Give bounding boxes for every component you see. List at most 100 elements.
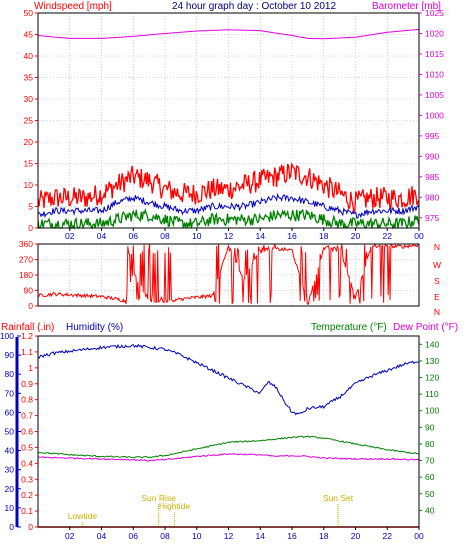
humidity-axis-title: Humidity (%) (66, 322, 123, 333)
rainfall-tick-label: 1 (28, 363, 33, 373)
barometer-tick-label: 1010 (425, 69, 444, 79)
direction-degree-tick-label: 270 (19, 255, 33, 265)
rainfall-tick-label: 0.3 (21, 474, 33, 484)
hour-tick-label: 08 (160, 531, 170, 541)
humidity-tick-label: 100 (0, 331, 14, 341)
barometer-tick-label: 1025 (425, 8, 444, 18)
barometer-line (37, 28, 420, 40)
hour-tick-label: 14 (256, 531, 266, 541)
compass-label: W (433, 260, 441, 270)
barometer-tick-label: 1020 (425, 28, 444, 38)
barometer-tick-label: 975 (425, 213, 439, 223)
direction-degree-tick-label: 180 (19, 270, 33, 280)
hour-tick-label: 06 (129, 531, 139, 541)
rainfall-tick-label: 1.2 (21, 331, 33, 341)
hour-tick-label: 14 (256, 231, 266, 241)
temperature-tick-label: 120 (425, 373, 439, 383)
hour-tick-label: 00 (414, 531, 424, 541)
rainfall-tick-label: 0.5 (21, 442, 33, 452)
barometer-tick-label: 1005 (425, 90, 444, 100)
temperature-tick-label: 60 (425, 472, 435, 482)
rainfall-tick-label: 0.2 (21, 490, 33, 500)
dewpoint-line (38, 453, 420, 462)
compass-label: N (434, 307, 440, 317)
rainfall-tick-label: 0.9 (21, 379, 33, 389)
hour-tick-label: 12 (224, 531, 234, 541)
hour-tick-label: 06 (129, 231, 139, 241)
direction-degree-tick-label: 0 (28, 301, 33, 311)
windspeed-tick-label: 50 (24, 8, 34, 18)
temperature-tick-label: 130 (425, 356, 439, 366)
rainfall-tick-label: 0.1 (21, 506, 33, 516)
rainfall-axis-title: Rainfall (.in) (1, 322, 54, 333)
barometer-tick-label: 980 (425, 192, 439, 202)
hour-tick-label: 00 (414, 231, 424, 241)
wind-avg-line (37, 192, 420, 219)
dewpoint-axis-title: Dew Point (°F) (393, 322, 458, 333)
hour-tick-label: 16 (287, 231, 297, 241)
humidity-tick-label: 20 (5, 484, 15, 494)
compass-label: E (434, 292, 440, 302)
compass-label: S (434, 276, 440, 286)
hour-tick-label: 10 (192, 231, 202, 241)
rainfall-tick-label: 0.8 (21, 395, 33, 405)
wind-max-line (37, 161, 420, 215)
humidity-line (37, 343, 420, 416)
rainfall-tick-label: 0.7 (21, 411, 33, 421)
temperature-tick-label: 50 (425, 489, 435, 499)
windspeed-tick-label: 20 (24, 137, 34, 147)
barometer-axis-title: Barometer [mb] (372, 1, 441, 12)
windspeed-tick-label: 5 (28, 202, 33, 212)
temperature-line (37, 435, 420, 459)
hour-tick-label: 18 (319, 531, 329, 541)
event-label: Sun Rise (141, 493, 176, 503)
windspeed-tick-label: 45 (24, 30, 34, 40)
windspeed-tick-label: 35 (24, 73, 34, 83)
windspeed-tick-label: 25 (24, 116, 34, 126)
event-label: Lowtide (68, 511, 98, 521)
rain-humidity-temperature-ticks: 0 0.1 0.2 0.3 0.4 0.5 0.6 0.7 0.8 0.9 1 1.1 1.2 0 10 20… (0, 331, 439, 541)
humidity-tick-label: 10 (5, 503, 15, 513)
wind-pressure-series (37, 28, 420, 231)
humidity-tick-label: 90 (5, 350, 15, 360)
hour-tick-label: 02 (65, 531, 75, 541)
barometer-tick-label: 985 (425, 172, 439, 182)
humidity-tick-label: 30 (5, 465, 15, 475)
temperature-tick-label: 40 (425, 505, 435, 515)
hour-tick-label: 22 (383, 231, 393, 241)
humidity-tick-label: 80 (5, 369, 15, 379)
direction-degree-tick-label: 90 (24, 286, 34, 296)
temperature-tick-label: 70 (425, 456, 435, 466)
windspeed-tick-label: 30 (24, 94, 34, 104)
event-label: Sun Set (323, 493, 354, 503)
direction-degree-tick-label: 360 (19, 239, 33, 249)
humidity-tick-label: 40 (5, 446, 15, 456)
hour-tick-label: 12 (224, 231, 234, 241)
temperature-tick-label: 110 (425, 389, 439, 399)
barometer-tick-label: 990 (425, 151, 439, 161)
temperature-axis-title: Temperature (°F) (311, 322, 387, 333)
hour-tick-label: 10 (192, 531, 202, 541)
compass-label: N (434, 242, 440, 252)
chart-title: 24 hour graph day : October 10 2012 (172, 1, 336, 12)
hour-tick-label: 20 (351, 231, 361, 241)
rainfall-tick-label: 0.6 (21, 427, 33, 437)
event-label: Hightide (159, 501, 190, 511)
wind-pressure-grid (38, 13, 419, 228)
barometer-tick-label: 995 (425, 131, 439, 141)
hour-tick-label: 04 (97, 531, 107, 541)
temperature-tick-label: 80 (425, 439, 435, 449)
humidity-tick-label: 0 (9, 522, 14, 532)
barometer-tick-label: 1015 (425, 49, 444, 59)
temperature-tick-label: 90 (425, 422, 435, 432)
humidity-tick-label: 70 (5, 388, 15, 398)
windspeed-axis-title: Windspeed [mph] (34, 1, 112, 12)
rainfall-tick-label: 0 (28, 522, 33, 532)
temperature-tick-label: 100 (425, 406, 439, 416)
hour-tick-label: 08 (160, 231, 170, 241)
wind-direction-series (37, 243, 420, 305)
hour-tick-label: 04 (97, 231, 107, 241)
